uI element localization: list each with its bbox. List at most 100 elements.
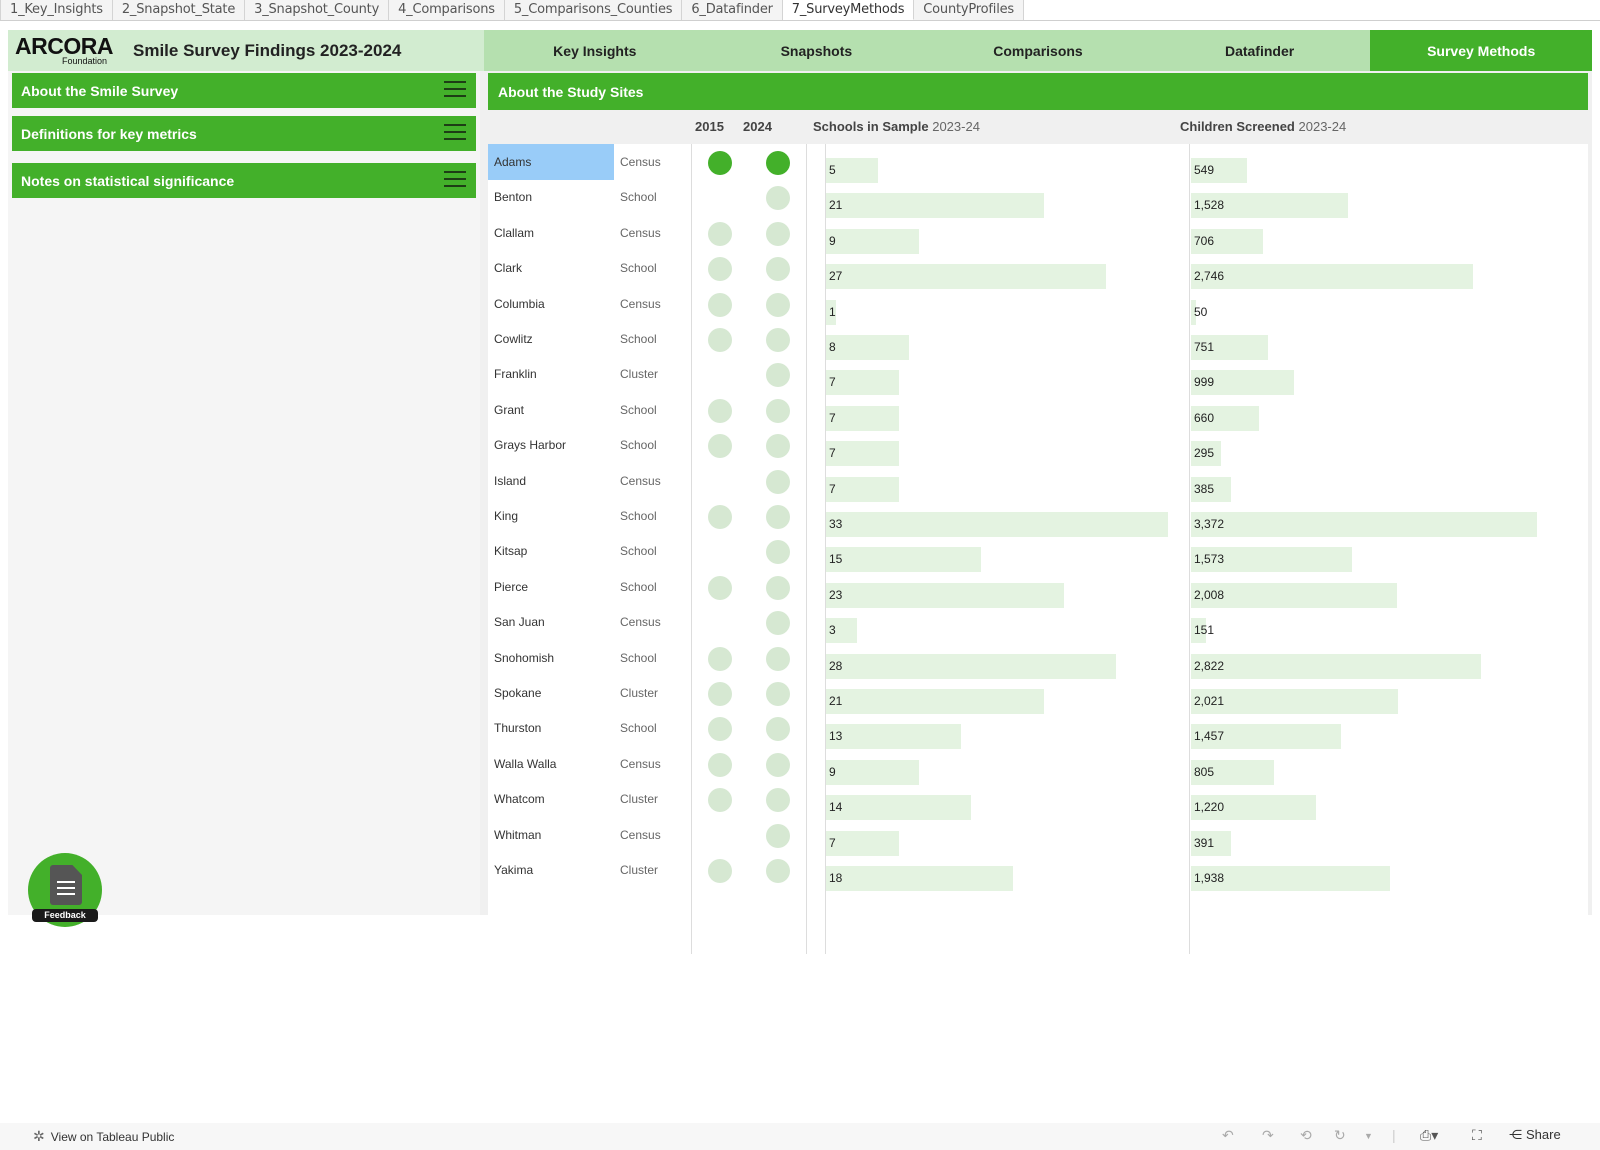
children-bar[interactable] <box>1191 264 1473 290</box>
dot-2024[interactable] <box>766 859 790 883</box>
dot-2024[interactable] <box>766 398 790 423</box>
view-on-tableau-link[interactable]: ✲ View on Tableau Public <box>33 1128 174 1145</box>
dot-2015[interactable] <box>708 151 732 175</box>
table-row[interactable]: Whatcom Cluster 14 1,220 <box>488 781 1588 821</box>
children-bar[interactable] <box>1191 618 1207 644</box>
dot-2024[interactable] <box>766 611 790 636</box>
schools-bar[interactable] <box>826 299 837 325</box>
dot-2024[interactable] <box>766 823 790 848</box>
dot-2015[interactable] <box>708 717 732 742</box>
dot-2015[interactable] <box>708 788 732 813</box>
dot-2015[interactable] <box>708 221 732 246</box>
table-row[interactable]: Island Census 7 385 <box>488 463 1588 502</box>
table-row[interactable]: San Juan Census 3 151 <box>488 604 1588 644</box>
children-bar[interactable] <box>1191 795 1317 821</box>
county-name[interactable]: Kitsap <box>494 544 528 559</box>
table-row[interactable]: Cowlitz School 8 751 <box>488 321 1588 360</box>
schools-bar[interactable] <box>826 512 1168 537</box>
dot-2024[interactable] <box>766 646 790 671</box>
dot-2015[interactable] <box>708 257 732 282</box>
schools-bar[interactable] <box>826 618 858 644</box>
schools-bar[interactable] <box>826 547 982 573</box>
county-name[interactable]: Pierce <box>494 579 529 594</box>
county-name[interactable]: Clark <box>494 261 523 276</box>
table-row[interactable]: Walla Walla Census 9 805 <box>488 746 1588 785</box>
dot-2024[interactable] <box>766 575 790 600</box>
menu-icon[interactable] <box>444 81 466 99</box>
dot-2015[interactable] <box>708 398 732 423</box>
table-row[interactable]: Adams Census 5 549 <box>488 144 1588 183</box>
children-bar[interactable] <box>1191 830 1232 856</box>
refresh-icon[interactable]: ↻ <box>1334 1127 1346 1143</box>
county-name[interactable]: Benton <box>494 190 533 205</box>
schools-bar[interactable] <box>826 689 1044 714</box>
children-bar[interactable] <box>1191 370 1294 396</box>
children-bar[interactable] <box>1191 405 1259 431</box>
schools-bar[interactable] <box>826 441 899 467</box>
table-row[interactable]: King School 33 3,372 <box>488 498 1588 537</box>
redo-icon[interactable]: ↷ <box>1262 1127 1274 1143</box>
table-row[interactable]: Columbia Census 1 50 <box>488 286 1588 325</box>
county-name[interactable]: Grays Harbor <box>494 438 567 453</box>
schools-bar[interactable] <box>826 866 1013 891</box>
county-name[interactable]: Snohomish <box>494 650 555 665</box>
county-name[interactable]: Columbia <box>494 296 545 311</box>
dot-2024[interactable] <box>766 186 790 211</box>
dot-2024[interactable] <box>766 151 790 175</box>
dot-2024[interactable] <box>766 434 790 459</box>
dot-2024[interactable] <box>766 540 790 565</box>
download-icon[interactable]: ⎙▾ <box>1420 1127 1439 1143</box>
sheet-tab[interactable]: CountyProfiles <box>914 0 1024 20</box>
children-bar[interactable] <box>1191 228 1264 254</box>
nav-item-datafinder[interactable]: Datafinder <box>1148 30 1371 71</box>
county-name[interactable]: Thurston <box>494 721 542 736</box>
schools-bar[interactable] <box>826 795 972 821</box>
county-name[interactable]: Island <box>494 473 527 488</box>
sheet-tab[interactable]: 3_Snapshot_County <box>245 0 390 20</box>
county-name[interactable]: Cowlitz <box>494 332 533 346</box>
sheet-tab[interactable]: 1_Key_Insights <box>0 0 113 20</box>
schools-bar[interactable] <box>826 582 1065 608</box>
dot-2015[interactable] <box>708 434 732 459</box>
schools-bar[interactable] <box>826 335 909 360</box>
children-bar[interactable] <box>1191 299 1197 325</box>
dot-2024[interactable] <box>766 328 790 352</box>
schools-bar[interactable] <box>826 724 961 750</box>
table-row[interactable]: Clallam Census 9 706 <box>488 215 1588 254</box>
nav-item-comparisons[interactable]: Comparisons <box>927 30 1149 71</box>
children-bar[interactable] <box>1191 158 1248 183</box>
schools-bar[interactable] <box>826 830 899 856</box>
dot-2015[interactable] <box>708 292 732 317</box>
schools-bar[interactable] <box>826 653 1117 679</box>
dot-2024[interactable] <box>766 292 790 317</box>
dot-2015[interactable] <box>708 575 732 600</box>
dot-2015[interactable] <box>708 752 732 777</box>
dot-2015[interactable] <box>708 682 732 706</box>
county-name[interactable]: King <box>494 509 519 523</box>
county-name[interactable]: Whatcom <box>494 792 545 807</box>
children-bar[interactable] <box>1191 512 1537 537</box>
dot-2024[interactable] <box>766 682 790 706</box>
children-bar[interactable] <box>1191 724 1341 750</box>
county-name[interactable]: Spokane <box>494 686 542 700</box>
dot-2024[interactable] <box>766 469 790 494</box>
schools-bar[interactable] <box>826 228 920 254</box>
county-name[interactable]: San Juan <box>494 615 545 630</box>
undo-icon[interactable]: ↶ <box>1222 1127 1234 1143</box>
table-row[interactable]: Whitman Census 7 391 <box>488 817 1588 856</box>
county-name[interactable]: Yakima <box>494 863 534 877</box>
children-bar[interactable] <box>1191 582 1398 608</box>
dot-2024[interactable] <box>766 257 790 282</box>
county-name[interactable]: Grant <box>494 402 525 417</box>
children-bar[interactable] <box>1191 193 1348 219</box>
dot-2015[interactable] <box>708 646 732 671</box>
dot-2024[interactable] <box>766 363 790 388</box>
dot-2015[interactable] <box>708 859 732 883</box>
table-row[interactable]: Grays Harbor School 7 295 <box>488 427 1588 467</box>
table-row[interactable]: Snohomish School 28 2,822 <box>488 640 1588 679</box>
children-bar[interactable] <box>1191 653 1481 679</box>
arcora-logo[interactable]: ARCORA Foundation <box>8 30 120 71</box>
county-name[interactable]: Whitman <box>494 827 542 842</box>
dot-2015[interactable] <box>708 328 732 352</box>
accordion-about-survey[interactable]: About the Smile Survey <box>12 73 476 108</box>
